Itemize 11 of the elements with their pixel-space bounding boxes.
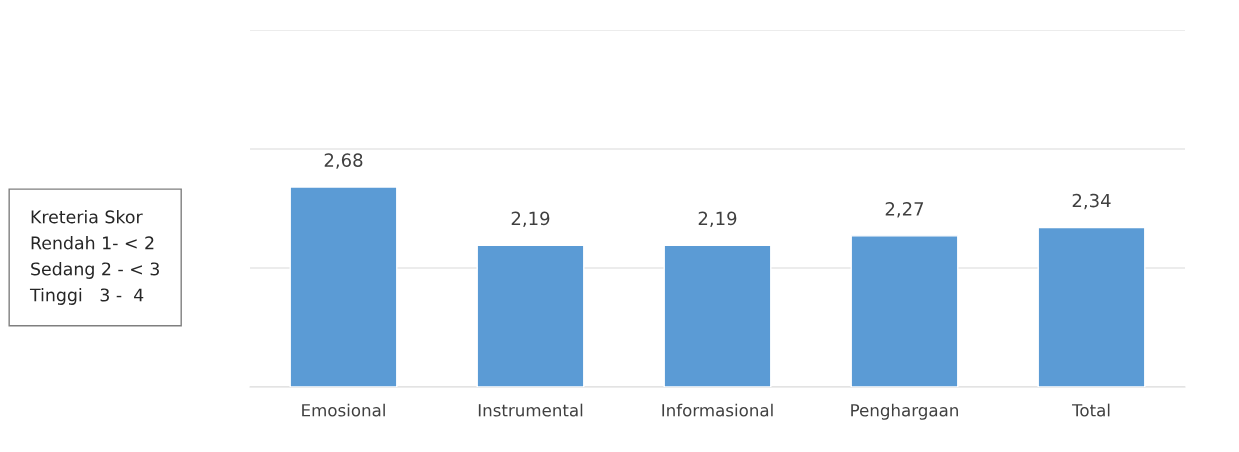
x-tick-label: Penghargaan bbox=[851, 403, 958, 420]
data-label: 2,27 bbox=[885, 202, 924, 218]
data-label: 2,19 bbox=[511, 211, 550, 228]
x-tick-label: Instrumental bbox=[478, 403, 583, 417]
data-label: 2,68 bbox=[324, 153, 363, 169]
x-tick-label: Total bbox=[1071, 403, 1110, 417]
data-label: 2,19 bbox=[698, 211, 737, 228]
data-label: 2,34 bbox=[1072, 193, 1111, 210]
x-tick-label: Informasional bbox=[662, 403, 773, 417]
x-tick-label: Emosional bbox=[302, 403, 385, 417]
text: Kreteria Skor Rendah 1- < 2 Sedang 2 - < 3 Tinggi 3 - 4 bbox=[29, 210, 159, 305]
